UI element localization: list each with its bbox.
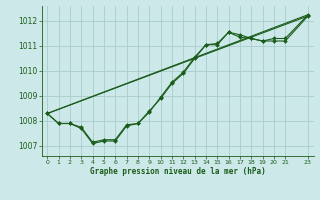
X-axis label: Graphe pression niveau de la mer (hPa): Graphe pression niveau de la mer (hPa) [90, 167, 266, 176]
